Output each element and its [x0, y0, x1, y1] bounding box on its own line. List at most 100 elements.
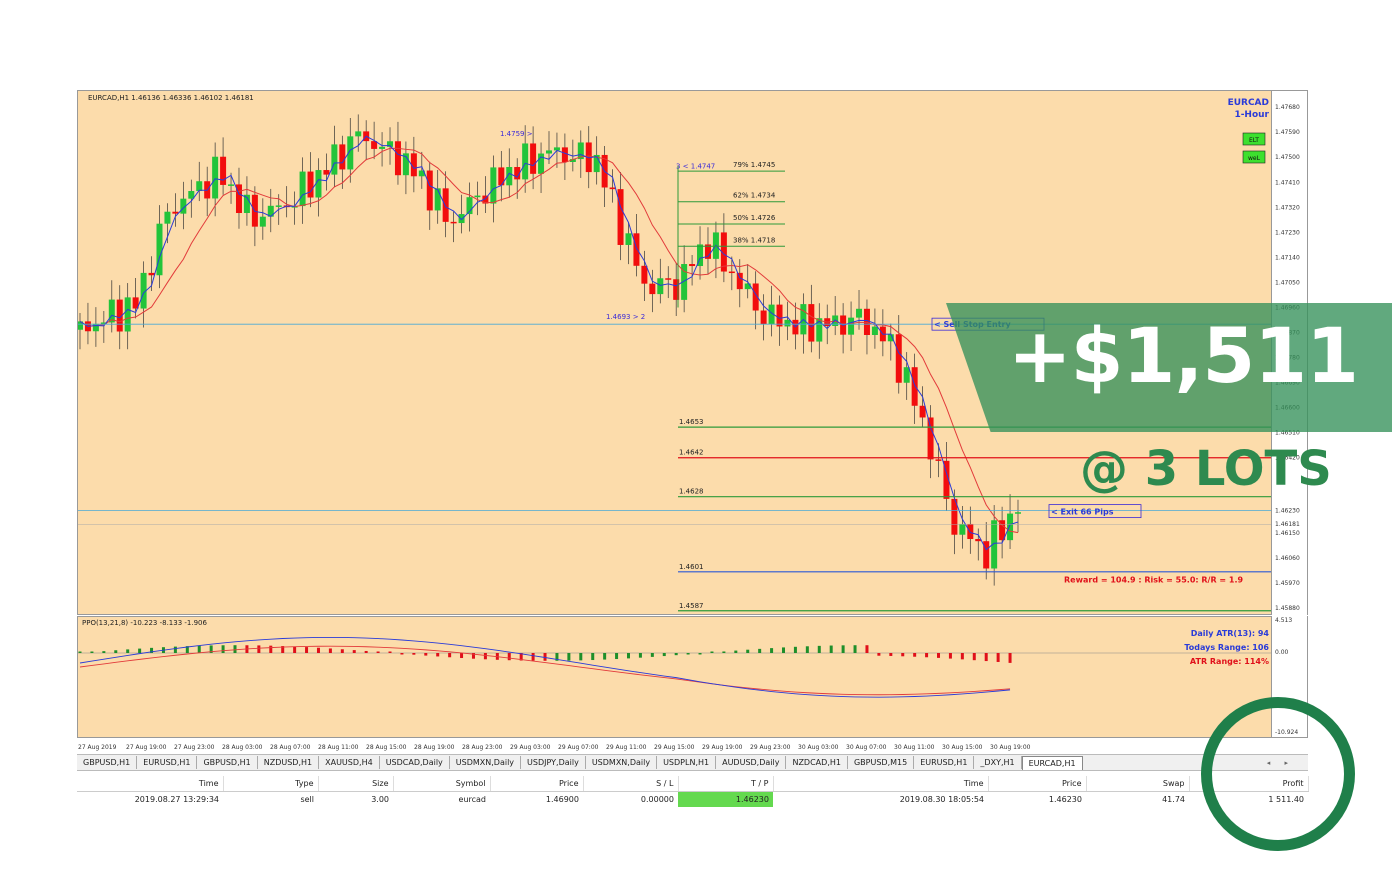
ppo-histogram-bar: [829, 645, 833, 653]
terminal-column-header[interactable]: Size: [318, 776, 394, 792]
todays-range-label: Todays Range: 106: [1184, 643, 1269, 652]
candle-body: [490, 167, 497, 204]
ppo-histogram-bar: [114, 650, 118, 653]
candle-body: [522, 143, 529, 180]
price-tick-label: 1.46420: [1275, 455, 1300, 462]
osc-tick-label: 4.513: [1275, 617, 1292, 624]
candle-body: [760, 310, 767, 325]
ppo-histogram-bar: [471, 653, 475, 659]
candle-body: [347, 136, 354, 170]
chart-tab[interactable]: USDPLN,H1: [657, 756, 717, 769]
chart-tab[interactable]: EURUSD,H1: [137, 756, 198, 769]
chart-tab[interactable]: GBPUSD,H1: [197, 756, 258, 769]
chart-tab[interactable]: NZDCAD,H1: [786, 756, 848, 769]
candle-body: [975, 539, 982, 542]
candle-body: [935, 459, 942, 461]
candle-body: [569, 159, 576, 162]
chart-tab[interactable]: _DXY,H1: [974, 756, 1022, 769]
candle-body: [180, 198, 187, 214]
badge-label: weL: [1248, 155, 1261, 162]
badge: [1242, 150, 1266, 164]
candle-body: [458, 214, 465, 224]
candle-body: [514, 167, 521, 180]
price-tick-label: 1.47590: [1275, 129, 1300, 136]
price-tick-label: 1.47140: [1275, 254, 1300, 261]
candle-body: [108, 299, 115, 323]
time-axis-svg: 27 Aug 2019 27 Aug 19:00 27 Aug 23:00 28 Au…: [78, 744, 1031, 751]
terminal-column-header[interactable]: Symbol: [393, 776, 491, 792]
candle-body: [808, 304, 815, 342]
terminal-column-header[interactable]: Price: [490, 776, 584, 792]
candle-body: [991, 520, 998, 569]
candle-body: [999, 520, 1006, 541]
profit-banner: [946, 303, 1392, 432]
ppo-histogram-bar: [1008, 653, 1012, 663]
trade-cell: sell: [300, 795, 314, 804]
ppo-histogram-bar: [507, 653, 511, 661]
trade-cell: 2019.08.27 13:29:34: [134, 795, 219, 804]
ppo-histogram-bar: [901, 653, 905, 657]
chart-tab[interactable]: NZDUSD,H1: [258, 756, 320, 769]
candle-body: [681, 264, 688, 300]
chart-tab[interactable]: GBPUSD,M15: [848, 756, 915, 769]
candle-body: [903, 367, 910, 383]
ppo-histogram-bar: [746, 649, 750, 653]
candle-body: [816, 318, 823, 342]
ppo-histogram-bar: [543, 653, 547, 661]
trade-cell: 1.46900: [545, 795, 579, 804]
terminal-column-header[interactable]: T / P: [678, 776, 774, 792]
candle-body: [744, 283, 751, 290]
chart-tab[interactable]: USDMXN,Daily: [450, 756, 522, 769]
candle-body: [339, 144, 346, 170]
terminal-column-header[interactable]: S / L: [583, 776, 679, 792]
candle-body: [235, 184, 242, 214]
ppo-histogram-bar: [221, 645, 225, 653]
chart-tab[interactable]: USDCAD,Daily: [380, 756, 450, 769]
ppo-histogram-bar: [102, 651, 106, 653]
terminal-column-header[interactable]: Time: [773, 776, 989, 792]
ppo-histogram-bar: [364, 650, 368, 653]
ppo-histogram-bar: [90, 651, 94, 653]
candle-body: [100, 322, 107, 324]
candle-body: [657, 278, 664, 295]
chart-tab[interactable]: XAUUSD,H4: [319, 756, 380, 769]
terminal-column-header[interactable]: Type: [223, 776, 319, 792]
time-tick-label: 28 Aug 19:00: [414, 744, 455, 751]
candle-body: [140, 272, 147, 309]
fib-top-label: 3 < 1.4747: [676, 163, 715, 171]
candle-body: [752, 283, 759, 311]
candle-body: [482, 195, 489, 204]
candle-body: [776, 304, 783, 327]
time-tick-label: 29 Aug 23:00: [750, 744, 791, 751]
candle-body: [943, 460, 950, 499]
ppo-histogram-bar: [567, 653, 571, 661]
profit-overlay-text: +$1,511: [1008, 311, 1359, 400]
ppo-histogram-bar: [925, 653, 929, 658]
trade-cell: 3.00: [371, 795, 389, 804]
chart-tab[interactable]: EURCAD,H1: [1021, 755, 1083, 770]
chart-tab[interactable]: GBPUSD,H1: [77, 756, 138, 769]
candle-body: [331, 144, 338, 175]
chart-tab[interactable]: USDMXN,Daily: [586, 756, 658, 769]
badge-label: ELT: [1249, 137, 1259, 144]
chart-tab[interactable]: AUDUSD,Daily: [716, 756, 787, 769]
ppo-histogram-bar: [865, 645, 869, 653]
fib-level-label: 50% 1.4726: [733, 214, 776, 222]
ppo-histogram-bar: [698, 653, 702, 655]
ppo-histogram-bar: [591, 653, 595, 661]
price-tick-label: 1.47320: [1275, 204, 1300, 211]
terminal-column-header[interactable]: Time: [77, 776, 224, 792]
ppo-histogram-bar: [424, 653, 428, 656]
ppo-histogram-bar: [269, 645, 273, 653]
terminal-column-header[interactable]: Swap: [1086, 776, 1190, 792]
candle-body: [784, 319, 791, 327]
price-tick-label: 1.46510: [1275, 430, 1300, 437]
ppo-histogram-bar: [817, 645, 821, 653]
chart-tab[interactable]: USDJPY,Daily: [521, 756, 586, 769]
terminal-column-header[interactable]: Price: [988, 776, 1087, 792]
trade-row[interactable]: 2019.08.27 13:29:34 sell 3.00 eurcad 1.46900…: [77, 791, 1308, 807]
trade-level-label: 1.4642: [679, 449, 704, 457]
candle-body: [387, 141, 394, 147]
candle-body: [394, 141, 401, 176]
chart-tab[interactable]: EURUSD,H1: [914, 756, 975, 769]
